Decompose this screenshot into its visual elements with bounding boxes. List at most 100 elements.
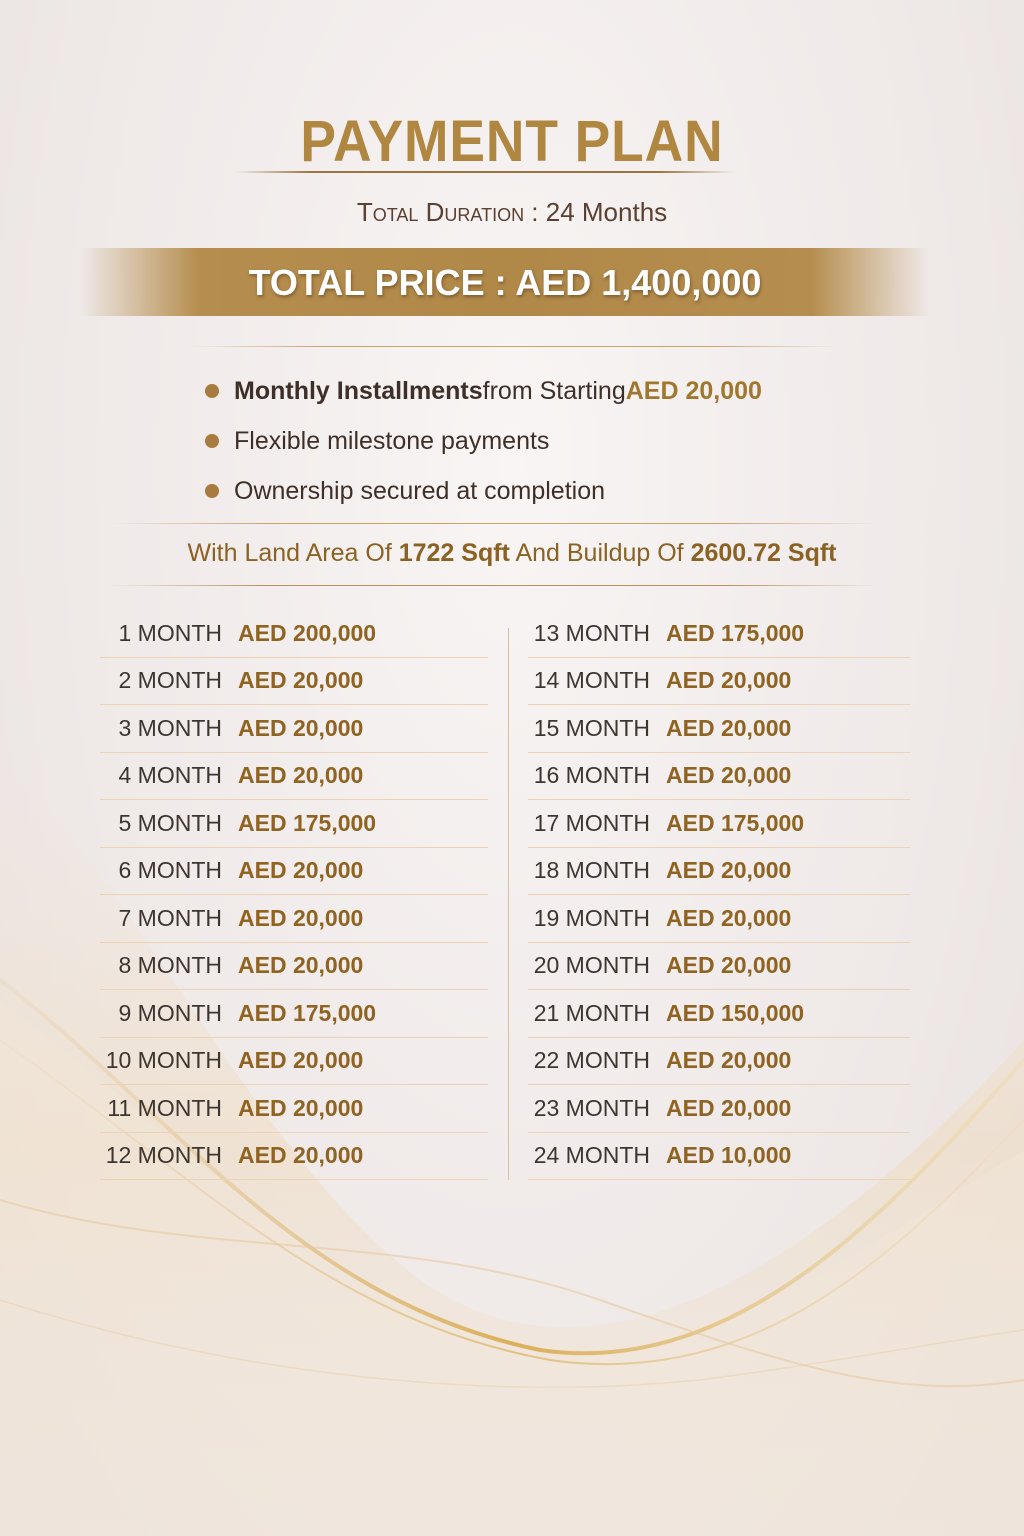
installment-amount: AED 200,000: [238, 619, 377, 646]
month-label: 4 MONTH: [118, 762, 223, 789]
month-label: 19 MONTH: [533, 904, 650, 931]
month-label: 22 MONTH: [533, 1047, 650, 1074]
land-area-info: With Land Area Of 1722 Sqft And Buildup …: [0, 539, 1024, 568]
installment-amount: AED 150,000: [666, 999, 805, 1026]
schedule-row: 22 MONTH AED 20,000: [528, 1038, 910, 1085]
list-item: Flexible milestone payments: [205, 416, 762, 466]
schedule-row: 4 MONTH AED 20,000: [100, 753, 488, 800]
installment-amount: AED 20,000: [666, 667, 792, 694]
schedule-right-column: 13 MONTH AED 175,000 14 MONTH AED 20,000 15 …: [528, 610, 910, 1180]
schedule-row: 7 MONTH AED 20,000: [100, 895, 488, 943]
installment-amount: AED 20,000: [238, 904, 364, 931]
divider: [190, 346, 840, 347]
month-label: 8 MONTH: [118, 952, 223, 979]
month-label: 1 MONTH: [118, 619, 223, 646]
total-duration: Total Duration : 24 Months: [0, 197, 1024, 228]
schedule-row: 16 MONTH AED 20,000: [528, 753, 910, 800]
installment-amount: AED 20,000: [666, 1094, 792, 1121]
land-mid: And Buildup Of: [509, 539, 691, 567]
schedule-row: 2 MONTH AED 20,000: [100, 658, 488, 705]
column-divider: [508, 628, 509, 1180]
month-label: 17 MONTH: [533, 809, 650, 836]
feature-list: Monthly Installments from Starting AED 2…: [205, 366, 762, 516]
month-label: 12 MONTH: [105, 1142, 222, 1169]
schedule-row: 24 MONTH AED 10,000: [528, 1133, 910, 1180]
bullet-text: Flexible milestone payments: [234, 426, 550, 455]
installment-amount: AED 175,000: [238, 809, 377, 836]
schedule-row: 1 MONTH AED 200,000: [100, 610, 488, 658]
schedule-row: 5 MONTH AED 175,000: [100, 800, 488, 848]
installment-amount: AED 20,000: [666, 1047, 792, 1074]
schedule-row: 20 MONTH AED 20,000: [528, 943, 910, 990]
list-item: Monthly Installments from Starting AED 2…: [205, 366, 762, 416]
duration-value: 24 Months: [545, 197, 668, 227]
month-label: 20 MONTH: [533, 952, 650, 979]
duration-label: Total Duration: [356, 197, 525, 227]
schedule-row: 15 MONTH AED 20,000: [528, 705, 910, 753]
installment-amount: AED 20,000: [666, 714, 792, 741]
schedule-row: 11 MONTH AED 20,000: [100, 1085, 488, 1133]
schedule-row: 21 MONTH AED 150,000: [528, 990, 910, 1038]
installment-amount: AED 20,000: [238, 1142, 364, 1169]
list-item: Ownership secured at completion: [205, 466, 762, 516]
schedule-row: 18 MONTH AED 20,000: [528, 848, 910, 895]
installment-amount: AED 175,000: [238, 999, 377, 1026]
installment-amount: AED 175,000: [666, 809, 805, 836]
schedule-row: 3 MONTH AED 20,000: [100, 705, 488, 753]
bullet-bold: Monthly Installments: [234, 376, 483, 405]
schedule-row: 6 MONTH AED 20,000: [100, 848, 488, 895]
schedule-row: 23 MONTH AED 20,000: [528, 1085, 910, 1133]
month-label: 24 MONTH: [533, 1142, 650, 1169]
month-label: 18 MONTH: [533, 857, 650, 884]
bullet-icon: [205, 384, 219, 398]
schedule-row: 13 MONTH AED 175,000: [528, 610, 910, 658]
month-label: 5 MONTH: [118, 809, 223, 836]
divider: [110, 585, 880, 586]
installment-amount: AED 20,000: [666, 952, 792, 979]
bullet-icon: [205, 484, 219, 498]
installment-amount: AED 20,000: [666, 762, 792, 789]
bullet-text: from Starting: [482, 376, 626, 405]
schedule-row: 14 MONTH AED 20,000: [528, 658, 910, 705]
installment-amount: AED 10,000: [666, 1142, 792, 1169]
installment-amount: AED 175,000: [666, 619, 805, 646]
month-label: 11 MONTH: [107, 1094, 222, 1121]
month-label: 3 MONTH: [118, 714, 223, 741]
installment-amount: AED 20,000: [238, 762, 364, 789]
installment-amount: AED 20,000: [238, 667, 364, 694]
buildup-area: 2600.72 Sqft: [690, 539, 837, 567]
title-underline: [235, 171, 735, 173]
schedule-row: 9 MONTH AED 175,000: [100, 990, 488, 1038]
month-label: 23 MONTH: [533, 1094, 650, 1121]
month-label: 15 MONTH: [533, 714, 650, 741]
month-label: 16 MONTH: [533, 762, 650, 789]
divider: [110, 523, 880, 524]
installment-amount: AED 20,000: [666, 904, 792, 931]
month-label: 10 MONTH: [105, 1047, 222, 1074]
month-label: 9 MONTH: [118, 999, 223, 1026]
bullet-icon: [205, 434, 219, 448]
month-label: 14 MONTH: [533, 667, 650, 694]
schedule-row: 17 MONTH AED 175,000: [528, 800, 910, 848]
land-prefix: With Land Area Of: [187, 539, 399, 567]
schedule-row: 19 MONTH AED 20,000: [528, 895, 910, 943]
installment-amount: AED 20,000: [238, 1047, 364, 1074]
month-label: 7 MONTH: [118, 904, 223, 931]
bullet-text: Ownership secured at completion: [234, 476, 606, 505]
schedule-row: 12 MONTH AED 20,000: [100, 1133, 488, 1180]
schedule-left-column: 1 MONTH AED 200,000 2 MONTH AED 20,000 3 MON…: [100, 610, 488, 1180]
bullet-highlight: AED 20,000: [625, 376, 762, 405]
installment-amount: AED 20,000: [238, 1094, 364, 1121]
month-label: 2 MONTH: [118, 667, 223, 694]
installment-amount: AED 20,000: [666, 857, 792, 884]
schedule-row: 8 MONTH AED 20,000: [100, 943, 488, 990]
installment-amount: AED 20,000: [238, 952, 364, 979]
month-label: 21 MONTH: [533, 999, 650, 1026]
month-label: 13 MONTH: [533, 619, 650, 646]
page-title: PAYMENT PLAN: [300, 109, 724, 174]
schedule-row: 10 MONTH AED 20,000: [100, 1038, 488, 1085]
duration-separator: :: [524, 197, 546, 227]
total-price-banner: TOTAL PRICE : AED 1,400,000: [80, 248, 930, 316]
installment-amount: AED 20,000: [238, 857, 364, 884]
